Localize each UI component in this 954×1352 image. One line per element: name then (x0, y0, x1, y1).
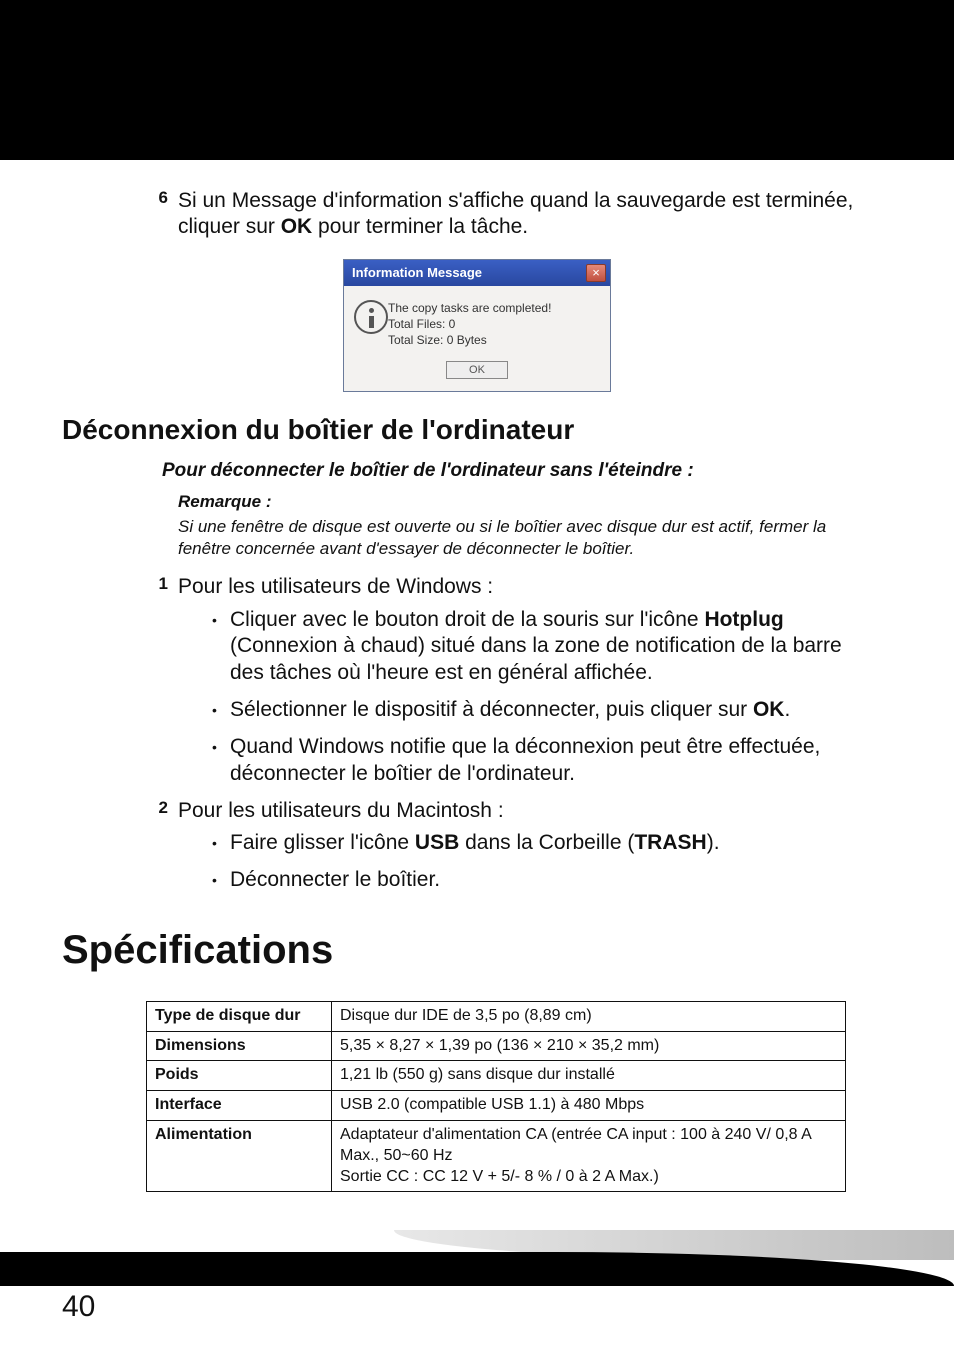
bullet-dot: • (212, 867, 230, 894)
step-2: 2 Pour les utilisateurs du Macintosh : (62, 798, 892, 824)
bullet-dot: • (212, 607, 230, 688)
bullet-select-ok: • Sélectionner le dispositif à déconnect… (212, 697, 892, 724)
spec-value: USB 2.0 (compatible USB 1.1) à 480 Mbps (332, 1091, 846, 1121)
b2-pre: Sélectionner le dispositif à déconnecter… (230, 698, 753, 721)
b2-post: . (784, 698, 790, 721)
b1-pre: Cliquer avec le bouton droit de la souri… (230, 608, 704, 631)
spec-value: 5,35 × 8,27 × 1,39 po (136 × 210 × 35,2 … (332, 1031, 846, 1061)
section-heading-disconnect: Déconnexion du boîtier de l'ordinateur (62, 414, 892, 446)
spec-value: Adaptateur d'alimentation CA (entrée CA … (332, 1120, 846, 1191)
dialog-title: Information Message (352, 265, 482, 280)
spec-label: Dimensions (147, 1031, 332, 1061)
spec-label: Poids (147, 1061, 332, 1091)
dialog-line2: Total Files: 0 (388, 316, 551, 332)
bullet-hotplug-text: Cliquer avec le bouton droit de la souri… (230, 607, 850, 688)
dialog-screenshot: Information Message × The copy tasks are… (62, 259, 892, 393)
table-row: Dimensions5,35 × 8,27 × 1,39 po (136 × 2… (147, 1031, 846, 1061)
bullet-disconnect-win: • Quand Windows notifie que la déconnexi… (212, 734, 892, 788)
spec-label: Alimentation (147, 1120, 332, 1191)
spec-value: Disque dur IDE de 3,5 po (8,89 cm) (332, 1001, 846, 1031)
dialog-button-row: OK (344, 354, 610, 391)
info-icon (354, 300, 388, 334)
bullet-usb-trash-text: Faire glisser l'icône USB dans la Corbei… (230, 830, 720, 857)
b4-pre: Faire glisser l'icône (230, 831, 415, 854)
bullet-disconnect-mac-text: Déconnecter le boîtier. (230, 867, 440, 894)
spec-table: Type de disque durDisque dur IDE de 3,5 … (146, 1001, 846, 1193)
mac-bullets: • Faire glisser l'icône USB dans la Corb… (212, 830, 892, 894)
table-row: InterfaceUSB 2.0 (compatible USB 1.1) à … (147, 1091, 846, 1121)
bullet-select-ok-text: Sélectionner le dispositif à déconnecter… (230, 697, 790, 724)
dialog-titlebar: Information Message × (344, 260, 610, 286)
b4-bold1: USB (415, 831, 459, 854)
bullet-hotplug: • Cliquer avec le bouton droit de la sou… (212, 607, 892, 688)
bullet-dot: • (212, 830, 230, 857)
ok-button[interactable]: OK (446, 361, 508, 379)
dialog-line3: Total Size: 0 Bytes (388, 332, 551, 348)
close-icon[interactable]: × (586, 264, 606, 282)
spec-tbody: Type de disque durDisque dur IDE de 3,5 … (147, 1001, 846, 1192)
spec-label: Type de disque dur (147, 1001, 332, 1031)
step-6-bold: OK (281, 215, 313, 238)
bullet-usb-trash: • Faire glisser l'icône USB dans la Corb… (212, 830, 892, 857)
table-row: Type de disque durDisque dur IDE de 3,5 … (147, 1001, 846, 1031)
spec-label: Interface (147, 1091, 332, 1121)
b4-bold2: TRASH (634, 831, 706, 854)
spec-heading: Spécifications (62, 928, 892, 973)
step-1-text: Pour les utilisateurs de Windows : (178, 574, 493, 600)
page-number: 40 (62, 1290, 95, 1324)
note-body: Si une fenêtre de disque est ouverte ou … (178, 516, 868, 560)
page-content: 6 Si un Message d'information s'affiche … (0, 160, 954, 1192)
step-6-text-after: pour terminer la tâche. (312, 215, 528, 238)
bullet-dot: • (212, 734, 230, 788)
table-row: Poids1,21 lb (550 g) sans disque dur ins… (147, 1061, 846, 1091)
b2-bold: OK (753, 698, 785, 721)
spec-value: 1,21 lb (550 g) sans disque dur installé (332, 1061, 846, 1091)
sub-heading: Pour déconnecter le boîtier de l'ordinat… (162, 460, 892, 482)
b4-mid: dans la Corbeille ( (459, 831, 634, 854)
bullet-dot: • (212, 697, 230, 724)
note-label: Remarque : (178, 492, 892, 512)
table-row: AlimentationAdaptateur d'alimentation CA… (147, 1120, 846, 1191)
dialog-line1: The copy tasks are completed! (388, 300, 551, 316)
step-2-number: 2 (146, 798, 178, 824)
b4-post: ). (707, 831, 720, 854)
information-dialog: Information Message × The copy tasks are… (343, 259, 611, 393)
dialog-body: The copy tasks are completed! Total File… (344, 286, 610, 355)
step-2-text: Pour les utilisateurs du Macintosh : (178, 798, 504, 824)
step-6-text: Si un Message d'information s'affiche qu… (178, 188, 892, 241)
b1-post: (Connexion à chaud) situé dans la zone d… (230, 634, 842, 684)
dialog-message: The copy tasks are completed! Total File… (388, 300, 551, 349)
step-6-number: 6 (146, 188, 178, 241)
top-black-band (0, 0, 954, 160)
b1-bold: Hotplug (704, 608, 783, 631)
step-1: 1 Pour les utilisateurs de Windows : (62, 574, 892, 600)
footer-swoosh (0, 1230, 954, 1290)
windows-bullets: • Cliquer avec le bouton droit de la sou… (212, 607, 892, 788)
bullet-disconnect-mac: • Déconnecter le boîtier. (212, 867, 892, 894)
bullet-disconnect-win-text: Quand Windows notifie que la déconnexion… (230, 734, 850, 788)
step-1-number: 1 (146, 574, 178, 600)
step-6: 6 Si un Message d'information s'affiche … (62, 188, 892, 241)
